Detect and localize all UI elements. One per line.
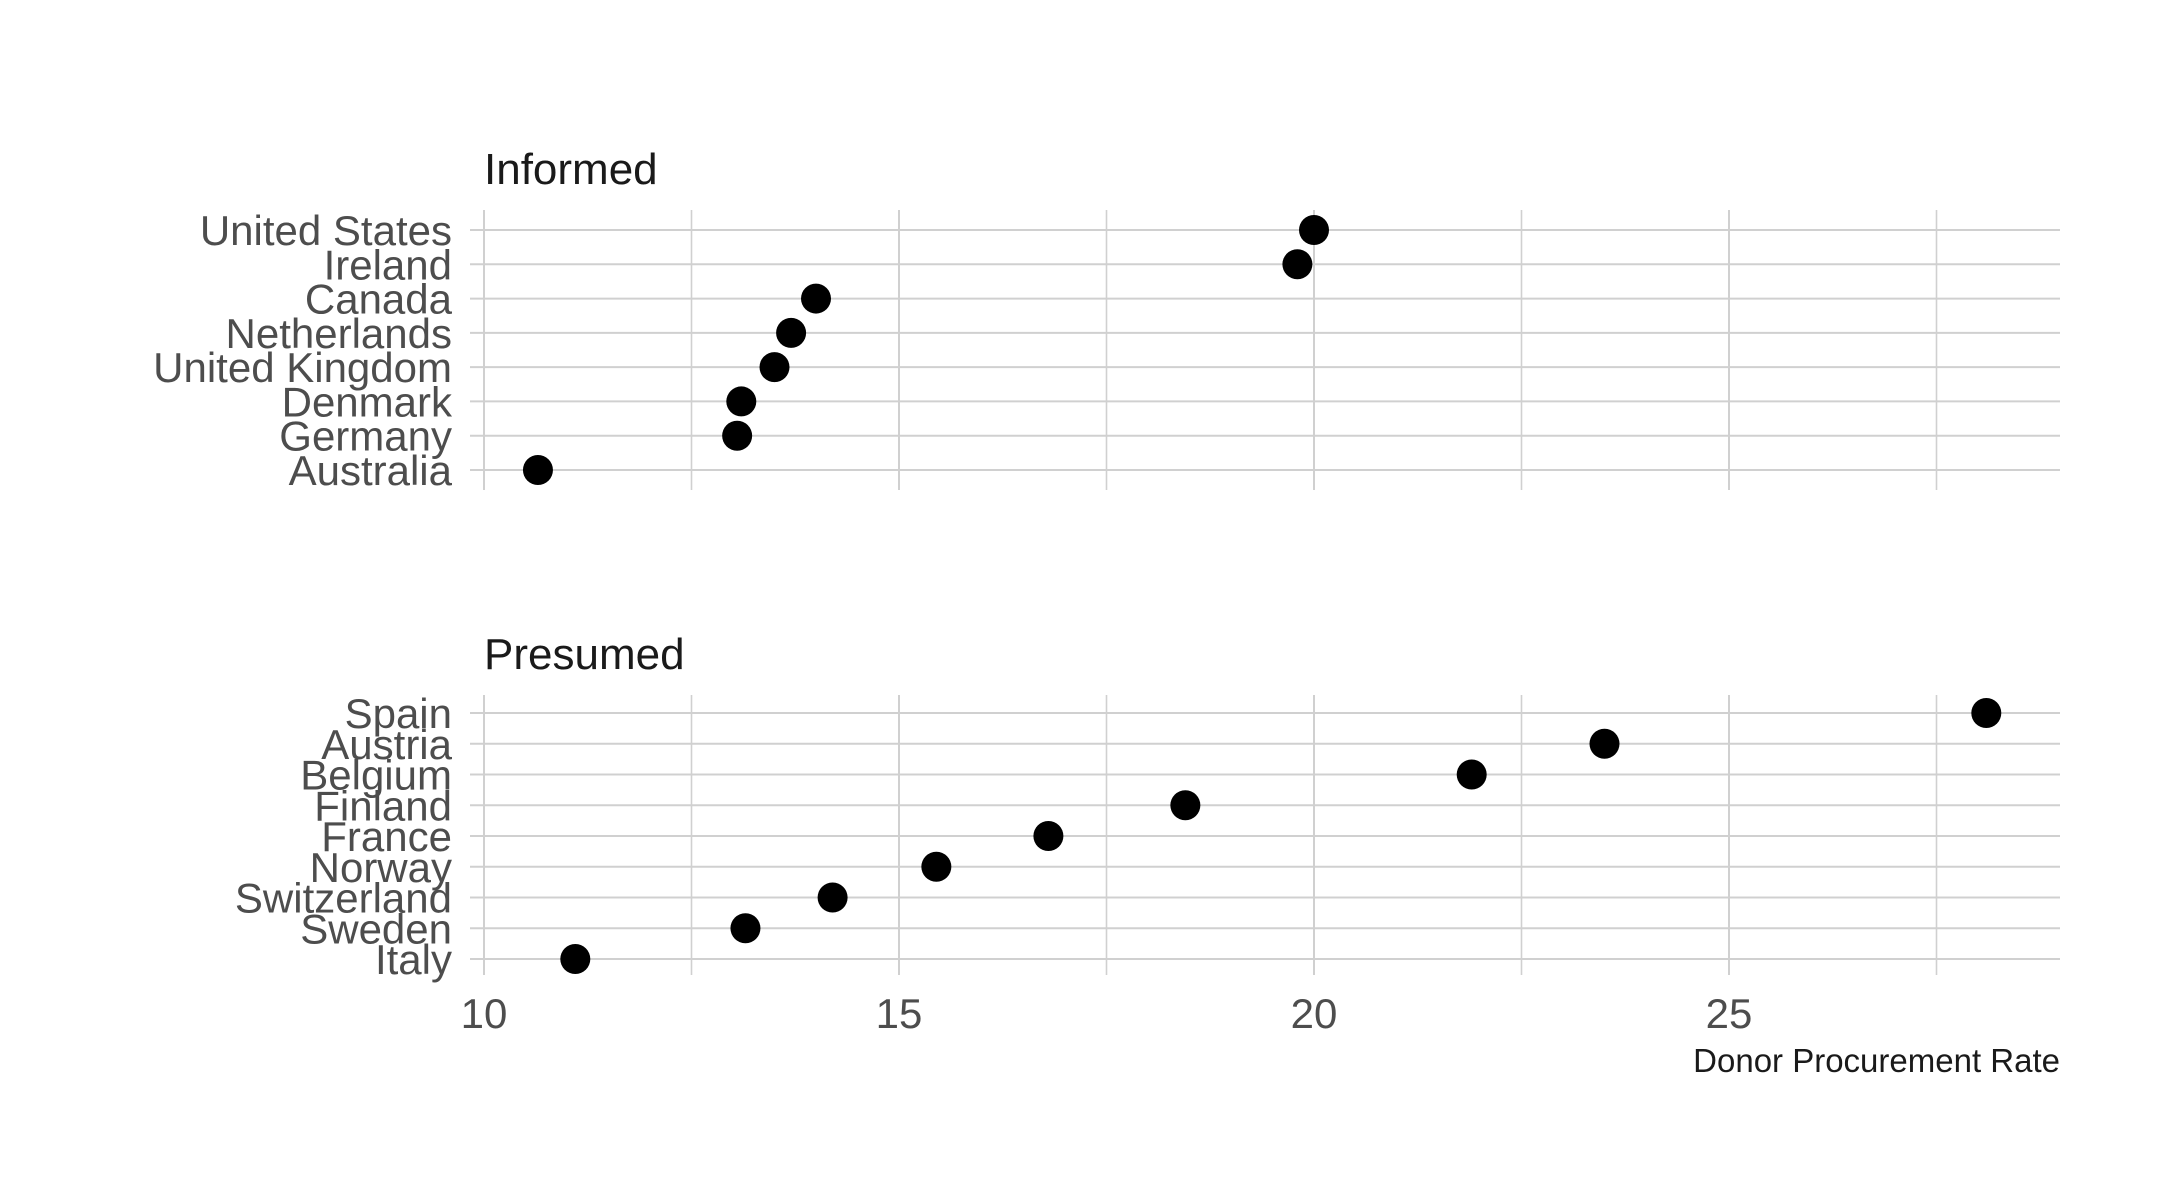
y-tick-label: Italy xyxy=(375,936,452,983)
y-tick-labels-presumed: SpainAustriaBelgiumFinlandFranceNorwaySw… xyxy=(235,690,453,983)
y-tick-label: Norway xyxy=(310,844,452,891)
points-presumed xyxy=(560,698,2002,974)
facet-title-informed: Informed xyxy=(484,145,658,194)
x-tick-label: 20 xyxy=(1291,990,1338,1037)
panel-informed: Informed United StatesIrelandCanadaNethe… xyxy=(153,145,2060,494)
data-point xyxy=(776,317,807,348)
y-tick-label: Germany xyxy=(279,413,452,460)
y-tick-label: Austria xyxy=(321,721,452,768)
y-tick-label: United States xyxy=(200,207,452,254)
data-point xyxy=(921,851,952,882)
y-tick-label: Canada xyxy=(305,276,453,323)
data-point xyxy=(522,455,553,485)
y-tick-label: Finland xyxy=(314,782,452,829)
x-axis-title: Donor Procurement Rate xyxy=(1693,1042,2060,1079)
y-tick-label: United Kingdom xyxy=(153,344,452,391)
y-tick-labels-informed: United StatesIrelandCanadaNetherlandsUni… xyxy=(153,207,453,494)
data-point xyxy=(1971,698,2002,728)
data-point xyxy=(560,944,591,974)
x-axis: 10 15 20 25 xyxy=(461,990,1753,1037)
grid-presumed xyxy=(470,695,2060,975)
y-tick-label: Belgium xyxy=(300,752,452,799)
panel-presumed: Presumed SpainAustriaBelgiumFinlandFranc… xyxy=(235,630,2060,983)
y-tick-label: Australia xyxy=(289,447,453,494)
y-tick-label: Spain xyxy=(345,690,452,737)
data-point xyxy=(1299,215,1329,245)
data-point xyxy=(759,352,790,383)
data-point xyxy=(1589,728,1620,759)
data-point xyxy=(730,913,761,944)
y-tick-label: Switzerland xyxy=(235,875,452,922)
y-tick-label: Sweden xyxy=(300,905,452,952)
data-point xyxy=(1456,759,1487,790)
grid-informed xyxy=(470,210,2060,490)
y-tick-label: Denmark xyxy=(282,378,453,425)
data-point xyxy=(1170,790,1201,821)
x-tick-label: 15 xyxy=(876,990,923,1037)
data-point xyxy=(722,420,753,451)
y-tick-label: Netherlands xyxy=(226,310,452,357)
points-informed xyxy=(522,215,1329,485)
x-tick-label: 10 xyxy=(461,990,508,1037)
facet-title-presumed: Presumed xyxy=(484,630,685,679)
data-point xyxy=(817,882,848,913)
data-point xyxy=(801,283,831,314)
data-point xyxy=(726,386,757,417)
y-tick-label: Ireland xyxy=(324,241,452,288)
y-tick-label: France xyxy=(321,813,452,860)
data-point xyxy=(1282,249,1313,280)
x-tick-label: 25 xyxy=(1706,990,1753,1037)
data-point xyxy=(1033,821,1064,851)
